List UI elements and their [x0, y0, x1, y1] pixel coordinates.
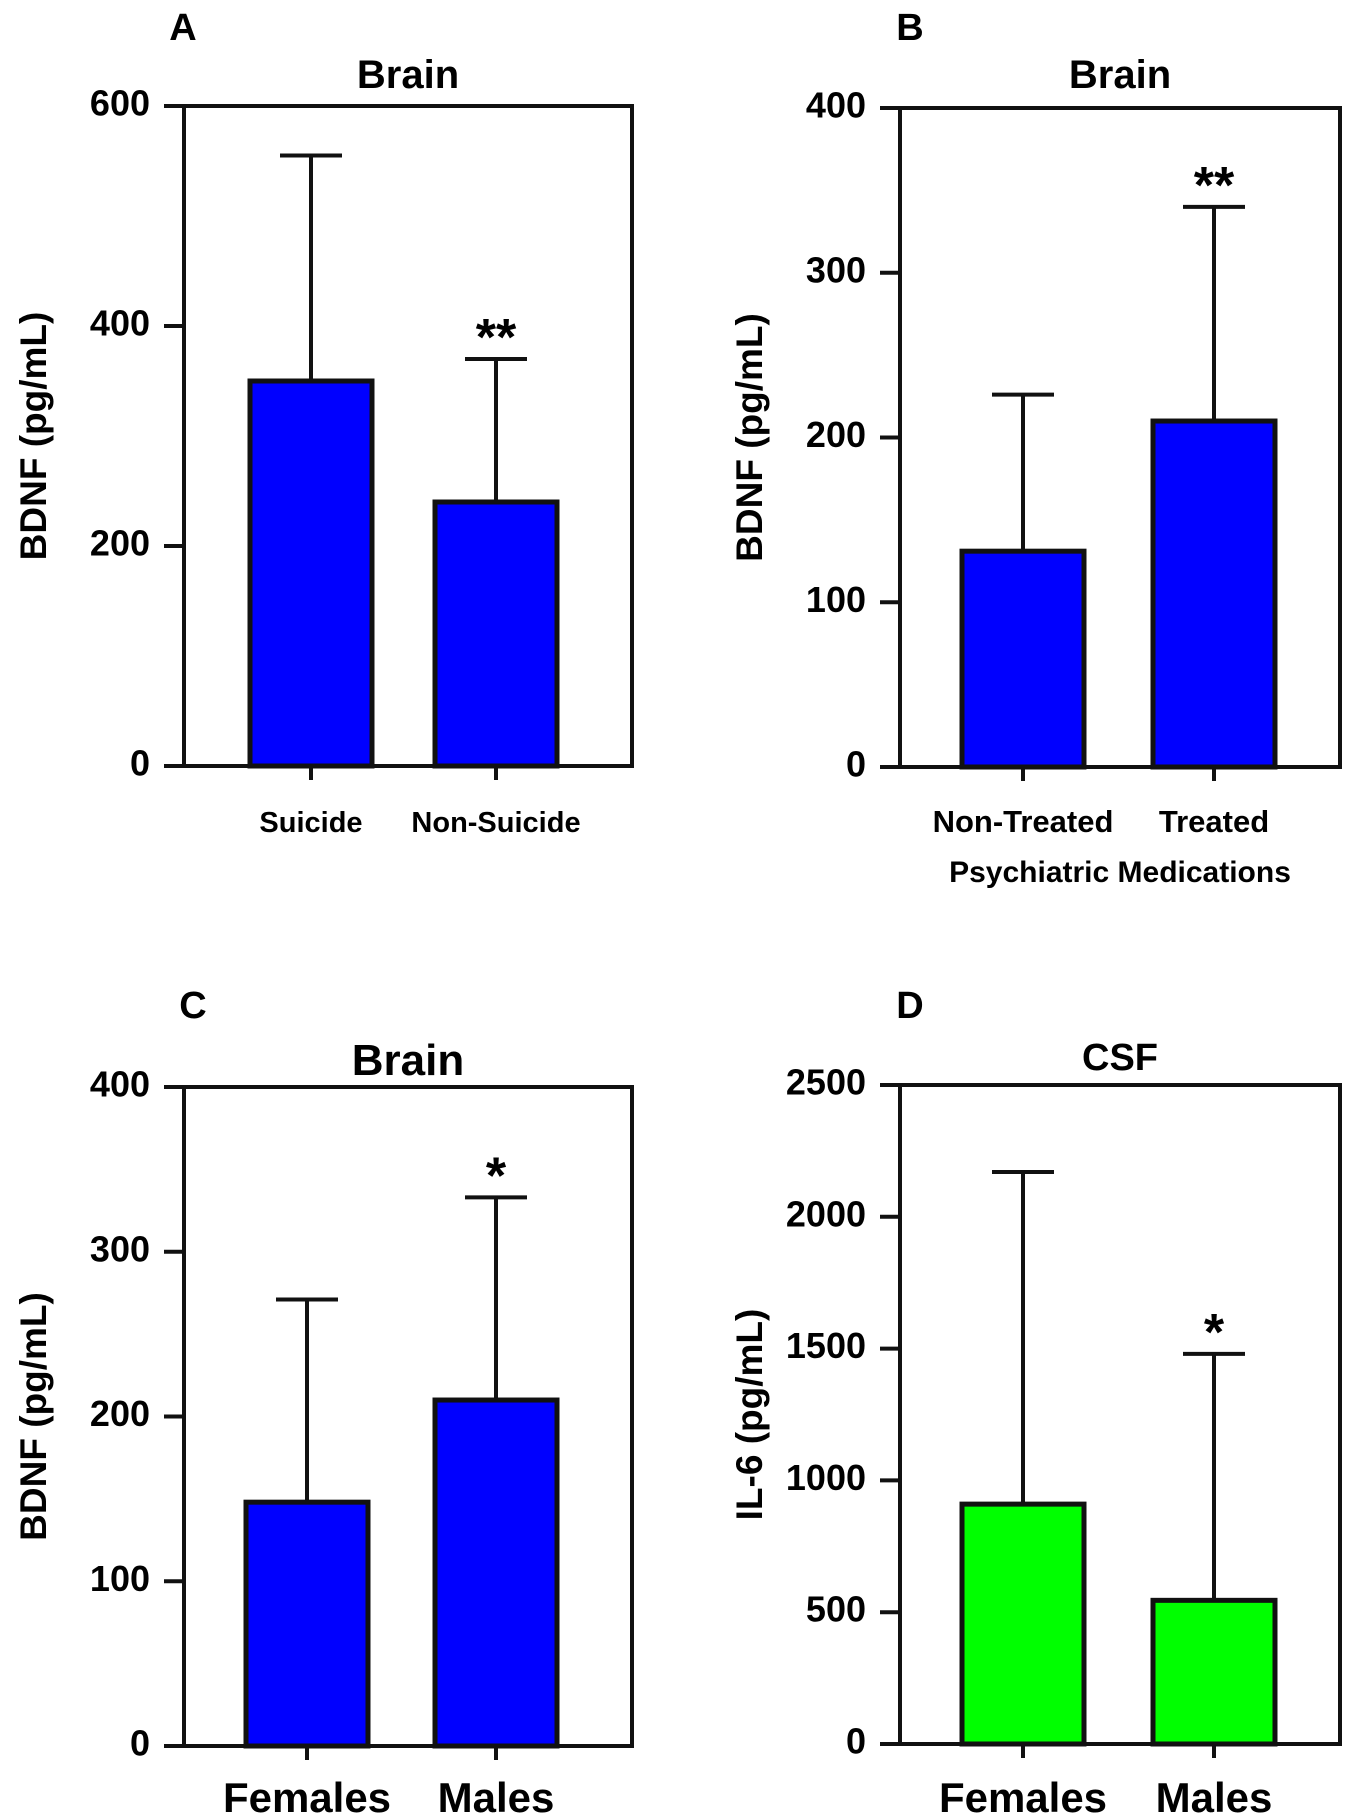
bar	[959, 1501, 1087, 1747]
y-tick-label: 0	[846, 1721, 866, 1762]
significance-marker: *	[486, 1147, 507, 1205]
y-tick-label: 2500	[786, 1062, 866, 1103]
category-label: Males	[1156, 1774, 1273, 1818]
category-label: Treated	[1159, 804, 1269, 839]
plot-frame	[182, 104, 634, 768]
chart-panel-d: D CSF IL-6 (pg/mL) Females * Males 0 500 1000 150…	[729, 985, 1342, 1818]
y-tick-label: 100	[806, 579, 866, 620]
y-tick-label: 400	[90, 1064, 150, 1105]
plot-frame	[898, 1083, 1342, 1746]
y-tick-label: 0	[846, 744, 866, 785]
y-tick-label: 1500	[786, 1325, 866, 1366]
bar	[432, 1397, 560, 1749]
chart-title: Brain	[1069, 53, 1171, 97]
chart-panel-b: B Brain BDNF (pg/mL) Non-Treated ** Treated 0 1…	[729, 7, 1342, 889]
bar	[243, 1499, 371, 1749]
y-tick-label: 400	[806, 85, 866, 126]
category-label: Females	[939, 1774, 1107, 1818]
y-tick-label: 1000	[786, 1457, 866, 1498]
y-axis-label: BDNF (pg/mL)	[729, 313, 770, 562]
y-axis-label: IL-6 (pg/mL)	[729, 1309, 770, 1521]
significance-marker: **	[1194, 157, 1235, 215]
category-label: Non-Treated	[933, 804, 1114, 839]
y-tick-label: 2000	[786, 1193, 866, 1234]
chart-title: Brain	[352, 1036, 464, 1085]
y-tick-label: 0	[130, 743, 150, 784]
y-tick-label: 300	[806, 249, 866, 290]
bar	[432, 499, 560, 769]
y-tick-label: 500	[806, 1589, 866, 1630]
bar	[959, 548, 1087, 770]
bar	[247, 378, 375, 769]
chart-panel-c: C Brain BDNF (pg/mL) Females * Males 0 100 200 30…	[13, 985, 634, 1818]
y-tick-label: 0	[130, 1723, 150, 1764]
category-label: Females	[223, 1774, 391, 1818]
x-axis-label: Psychiatric Medications	[949, 856, 1291, 889]
y-tick-label: 200	[90, 523, 150, 564]
chart-panel-a: A Brain BDNF (pg/mL) Suicide ** Non-Suicide 0 2…	[13, 7, 634, 839]
y-axis-label: BDNF (pg/mL)	[13, 1292, 54, 1541]
category-label: Males	[438, 1774, 555, 1818]
bar	[1150, 418, 1278, 770]
chart-title: Brain	[357, 53, 459, 97]
y-tick-label: 600	[90, 83, 150, 124]
significance-marker: **	[476, 309, 517, 367]
panel-label: B	[896, 7, 923, 49]
y-tick-label: 200	[806, 414, 866, 455]
category-label: Non-Suicide	[411, 807, 580, 839]
bar	[1150, 1597, 1278, 1747]
panel-label: D	[896, 985, 923, 1027]
panel-label: C	[179, 985, 206, 1027]
y-tick-label: 200	[90, 1393, 150, 1434]
y-axis-label: BDNF (pg/mL)	[13, 312, 54, 561]
category-label: Suicide	[259, 807, 362, 839]
panel-label: A	[169, 7, 196, 49]
y-tick-label: 100	[90, 1558, 150, 1599]
y-tick-label: 400	[90, 303, 150, 344]
chart-title: CSF	[1082, 1037, 1158, 1079]
y-tick-label: 300	[90, 1228, 150, 1269]
significance-marker: *	[1204, 1304, 1225, 1362]
